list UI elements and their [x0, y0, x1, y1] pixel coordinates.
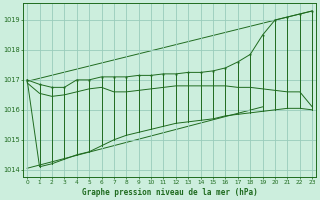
X-axis label: Graphe pression niveau de la mer (hPa): Graphe pression niveau de la mer (hPa) [82, 188, 258, 197]
